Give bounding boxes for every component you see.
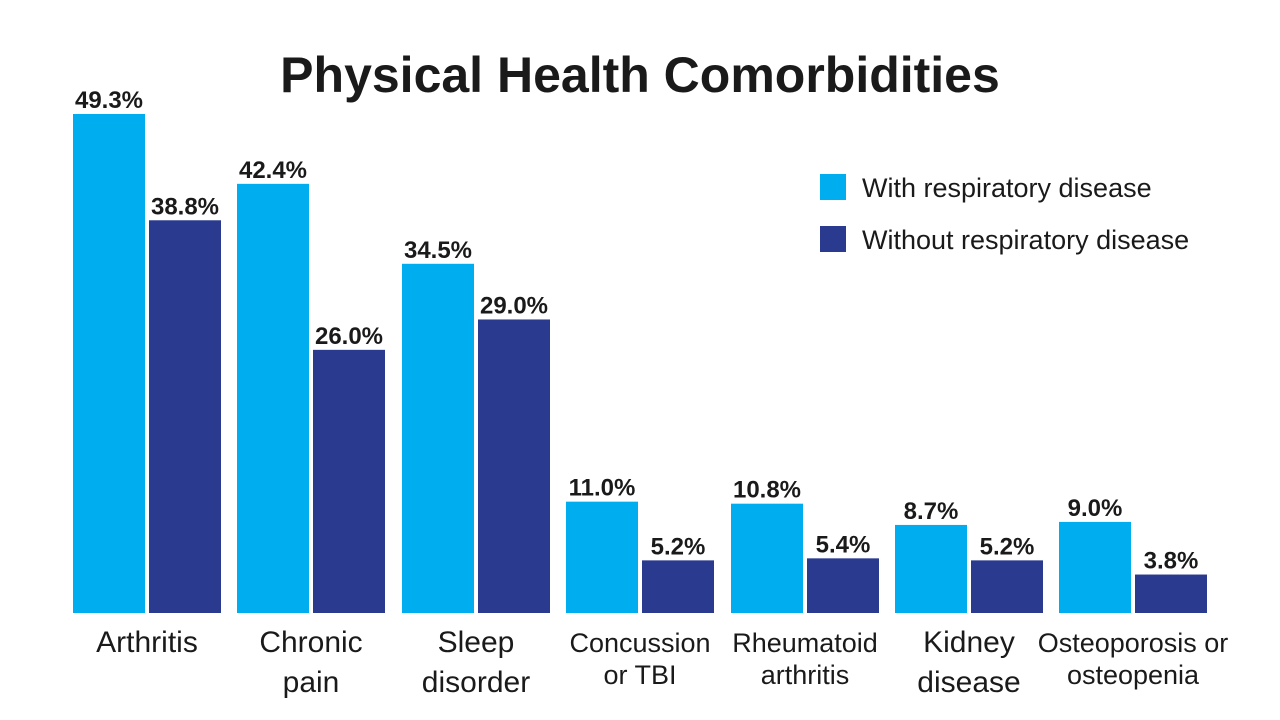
category-label: Concussion [569, 628, 710, 658]
bar-with-0 [73, 114, 145, 613]
legend-swatch [820, 226, 846, 252]
category-label: disease [917, 666, 1020, 699]
category-label: Arthritis [96, 626, 198, 659]
category-label: Rheumatoid [732, 628, 878, 658]
legend-label: With respiratory disease [862, 173, 1152, 203]
bar-without-0 [149, 220, 221, 613]
bar-without-2 [478, 319, 550, 613]
value-label: 10.8% [733, 477, 801, 504]
category-label: disorder [422, 666, 530, 699]
value-label: 49.3% [75, 87, 143, 114]
legend-swatch [820, 174, 846, 200]
bar-with-2 [402, 263, 474, 613]
bar-without-4 [807, 558, 879, 613]
legend: With respiratory disease Without respirat… [820, 173, 1189, 255]
bars [73, 114, 1207, 613]
category-label: or TBI [603, 660, 676, 690]
value-label: 8.7% [904, 498, 959, 525]
value-label: 38.8% [151, 193, 219, 220]
bar-without-1 [313, 349, 385, 613]
bar-with-1 [237, 183, 309, 613]
legend-label: Without respiratory disease [862, 225, 1189, 255]
bar-with-6 [1059, 521, 1131, 613]
category-label: Chronic [259, 626, 362, 659]
value-label: 34.5% [404, 237, 472, 264]
bar-with-4 [731, 503, 803, 613]
bar-without-5 [971, 560, 1043, 613]
value-label: 5.4% [816, 531, 871, 558]
category-label: pain [283, 666, 340, 699]
category-labels: Arthritis Chronic pain Sleep disorder Concuss… [96, 626, 1228, 699]
category-label: Osteoporosis or [1038, 628, 1229, 658]
value-label: 26.0% [315, 323, 383, 350]
bar-with-3 [566, 501, 638, 613]
chart-title: Physical Health Comorbidities [280, 47, 1000, 103]
value-labels: 49.3% 42.4% 34.5% 11.0% 10.8% 8.7% 9.0% 38.8% 26… [75, 87, 1198, 575]
bar-without-3 [642, 560, 714, 613]
value-label: 5.2% [980, 533, 1035, 560]
value-label: 42.4% [239, 157, 307, 184]
category-label: osteopenia [1067, 660, 1200, 690]
bar-without-6 [1135, 574, 1207, 613]
bar-with-5 [895, 524, 967, 613]
category-label: Sleep [438, 626, 515, 659]
value-label: 9.0% [1068, 495, 1123, 522]
category-label: arthritis [761, 660, 850, 690]
category-label: Kidney [923, 626, 1015, 659]
value-label: 11.0% [569, 475, 636, 502]
value-label: 29.0% [480, 292, 548, 319]
value-label: 3.8% [1144, 548, 1199, 575]
value-label: 5.2% [651, 533, 706, 560]
